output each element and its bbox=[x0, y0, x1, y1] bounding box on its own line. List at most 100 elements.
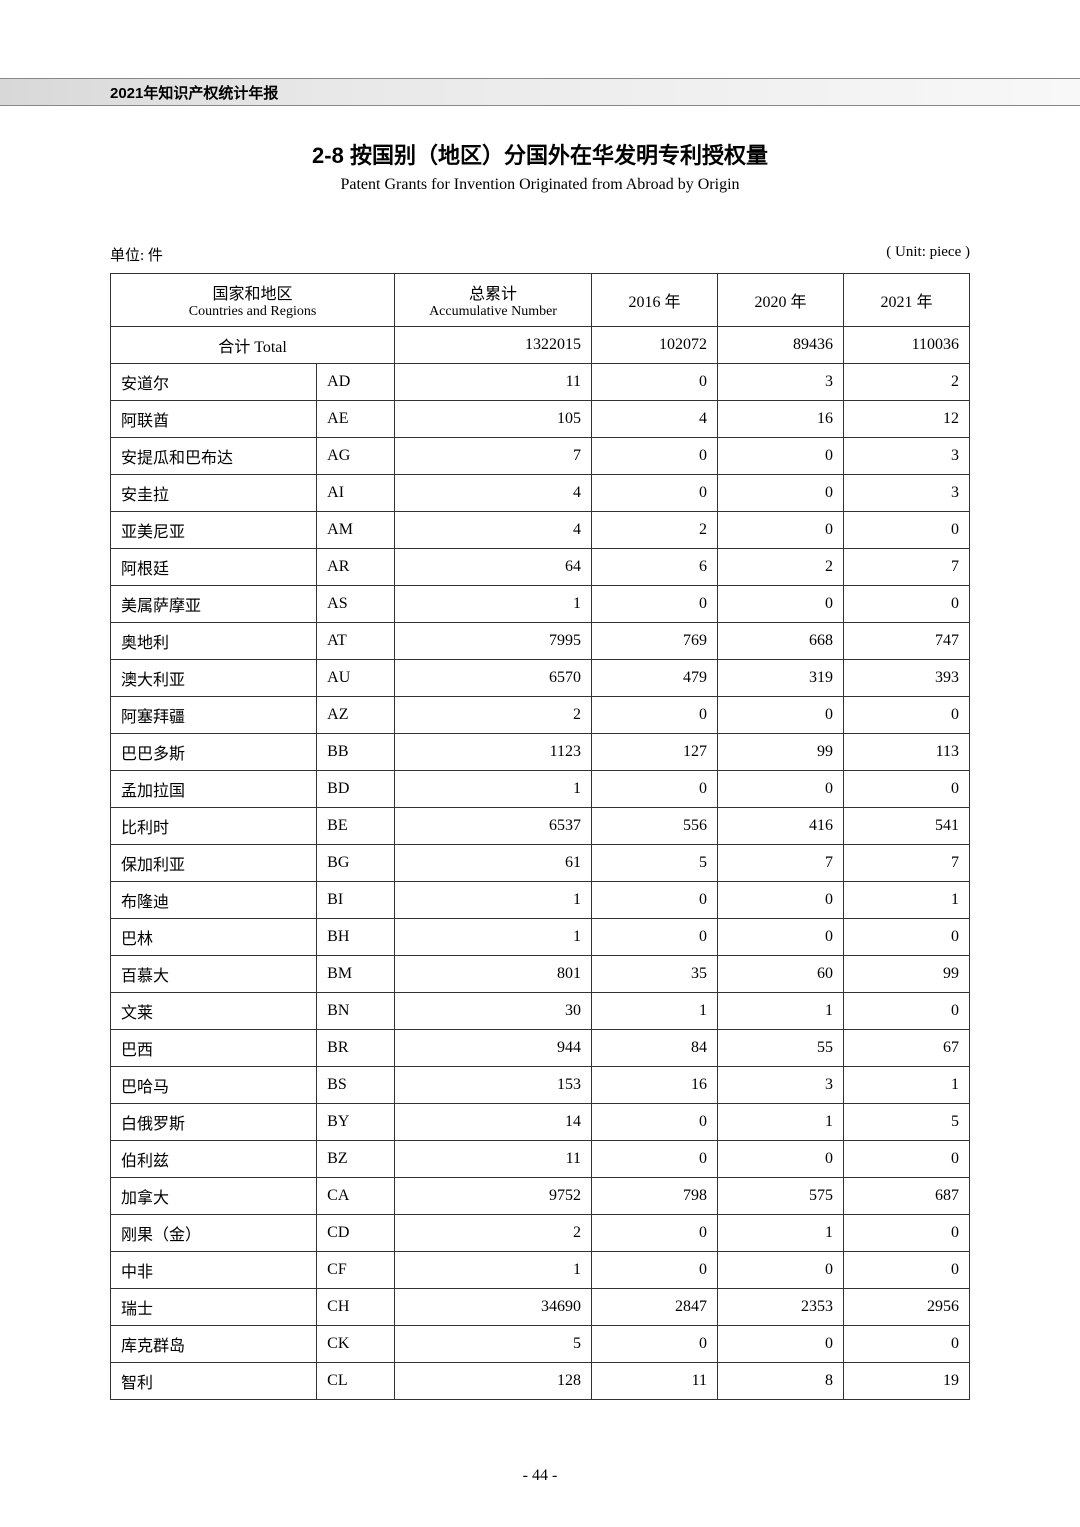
total-row: 合计 Total 1322015 102072 89436 110036 bbox=[111, 327, 970, 364]
cell-2021: 19 bbox=[843, 1363, 969, 1400]
cell-2021: 0 bbox=[843, 1141, 969, 1178]
cell-country-code: BE bbox=[317, 808, 395, 845]
cell-country-code: BD bbox=[317, 771, 395, 808]
cell-2021: 0 bbox=[843, 993, 969, 1030]
cell-2020: 0 bbox=[718, 771, 844, 808]
cell-acc: 153 bbox=[395, 1067, 592, 1104]
cell-2016: 2847 bbox=[592, 1289, 718, 1326]
th-acc-cn: 总累计 bbox=[405, 280, 581, 304]
cell-2020: 0 bbox=[718, 586, 844, 623]
cell-2016: 0 bbox=[592, 697, 718, 734]
cell-2016: 0 bbox=[592, 475, 718, 512]
cell-2021: 0 bbox=[843, 1252, 969, 1289]
cell-2016: 0 bbox=[592, 364, 718, 401]
table-row: 安圭拉AI4003 bbox=[111, 475, 970, 512]
cell-acc: 1 bbox=[395, 919, 592, 956]
cell-2016: 0 bbox=[592, 1215, 718, 1252]
cell-country-name: 安圭拉 bbox=[111, 475, 317, 512]
cell-2020: 0 bbox=[718, 697, 844, 734]
table-row: 库克群岛CK5000 bbox=[111, 1326, 970, 1363]
cell-country-code: BG bbox=[317, 845, 395, 882]
cell-2021: 2956 bbox=[843, 1289, 969, 1326]
cell-2020: 2353 bbox=[718, 1289, 844, 1326]
table-row: 巴西BR944845567 bbox=[111, 1030, 970, 1067]
table-row: 阿根廷AR64627 bbox=[111, 549, 970, 586]
table-row: 美属萨摩亚AS1000 bbox=[111, 586, 970, 623]
cell-2016: 0 bbox=[592, 438, 718, 475]
cell-acc: 6537 bbox=[395, 808, 592, 845]
cell-acc: 64 bbox=[395, 549, 592, 586]
cell-country-code: AI bbox=[317, 475, 395, 512]
cell-acc: 2 bbox=[395, 697, 592, 734]
cell-acc: 4 bbox=[395, 475, 592, 512]
cell-2020: 668 bbox=[718, 623, 844, 660]
th-country: 国家和地区 Countries and Regions bbox=[111, 274, 395, 327]
cell-country-name: 中非 bbox=[111, 1252, 317, 1289]
cell-country-name: 巴西 bbox=[111, 1030, 317, 1067]
table-row: 保加利亚BG61577 bbox=[111, 845, 970, 882]
cell-country-name: 加拿大 bbox=[111, 1178, 317, 1215]
cell-country-code: AM bbox=[317, 512, 395, 549]
cell-2020: 16 bbox=[718, 401, 844, 438]
table-row: 阿塞拜疆AZ2000 bbox=[111, 697, 970, 734]
cell-2016: 35 bbox=[592, 956, 718, 993]
cell-2016: 84 bbox=[592, 1030, 718, 1067]
cell-country-code: BS bbox=[317, 1067, 395, 1104]
cell-country-name: 白俄罗斯 bbox=[111, 1104, 317, 1141]
cell-2020: 2 bbox=[718, 549, 844, 586]
table-row: 巴林BH1000 bbox=[111, 919, 970, 956]
cell-2016: 0 bbox=[592, 1104, 718, 1141]
cell-country-name: 巴巴多斯 bbox=[111, 734, 317, 771]
cell-country-code: CA bbox=[317, 1178, 395, 1215]
cell-2016: 127 bbox=[592, 734, 718, 771]
th-accumulative: 总累计 Accumulative Number bbox=[395, 274, 592, 327]
cell-2020: 0 bbox=[718, 882, 844, 919]
table-row: 巴哈马BS1531631 bbox=[111, 1067, 970, 1104]
cell-acc: 14 bbox=[395, 1104, 592, 1141]
cell-acc: 1123 bbox=[395, 734, 592, 771]
table-row: 布隆迪BI1001 bbox=[111, 882, 970, 919]
cell-country-code: CK bbox=[317, 1326, 395, 1363]
cell-country-name: 布隆迪 bbox=[111, 882, 317, 919]
cell-country-code: AD bbox=[317, 364, 395, 401]
cell-country-code: AZ bbox=[317, 697, 395, 734]
cell-country-code: BY bbox=[317, 1104, 395, 1141]
cell-country-code: AT bbox=[317, 623, 395, 660]
cell-2016: 16 bbox=[592, 1067, 718, 1104]
cell-country-name: 比利时 bbox=[111, 808, 317, 845]
cell-2021: 7 bbox=[843, 549, 969, 586]
cell-country-name: 巴哈马 bbox=[111, 1067, 317, 1104]
cell-country-name: 巴林 bbox=[111, 919, 317, 956]
th-2021: 2021 年 bbox=[843, 274, 969, 327]
cell-2021: 5 bbox=[843, 1104, 969, 1141]
cell-2021: 747 bbox=[843, 623, 969, 660]
cell-acc: 11 bbox=[395, 364, 592, 401]
cell-2016: 1 bbox=[592, 993, 718, 1030]
table-row: 澳大利亚AU6570479319393 bbox=[111, 660, 970, 697]
cell-country-code: CL bbox=[317, 1363, 395, 1400]
cell-country-code: CH bbox=[317, 1289, 395, 1326]
th-acc-en: Accumulative Number bbox=[405, 304, 581, 320]
total-acc: 1322015 bbox=[395, 327, 592, 364]
patent-table: 国家和地区 Countries and Regions 总累计 Accumula… bbox=[110, 273, 970, 1400]
cell-2021: 7 bbox=[843, 845, 969, 882]
cell-acc: 1 bbox=[395, 586, 592, 623]
cell-country-code: BN bbox=[317, 993, 395, 1030]
cell-acc: 2 bbox=[395, 1215, 592, 1252]
cell-country-code: BR bbox=[317, 1030, 395, 1067]
cell-acc: 9752 bbox=[395, 1178, 592, 1215]
cell-2020: 575 bbox=[718, 1178, 844, 1215]
table-row: 巴巴多斯BB112312799113 bbox=[111, 734, 970, 771]
th-2016: 2016 年 bbox=[592, 274, 718, 327]
cell-2021: 3 bbox=[843, 438, 969, 475]
th-country-en: Countries and Regions bbox=[121, 304, 384, 320]
cell-2020: 0 bbox=[718, 438, 844, 475]
cell-2016: 0 bbox=[592, 882, 718, 919]
cell-2021: 0 bbox=[843, 1215, 969, 1252]
table-row: 刚果（金）CD2010 bbox=[111, 1215, 970, 1252]
cell-2020: 0 bbox=[718, 1252, 844, 1289]
cell-2020: 3 bbox=[718, 364, 844, 401]
cell-country-code: AG bbox=[317, 438, 395, 475]
table-row: 瑞士CH34690284723532956 bbox=[111, 1289, 970, 1326]
cell-2016: 5 bbox=[592, 845, 718, 882]
